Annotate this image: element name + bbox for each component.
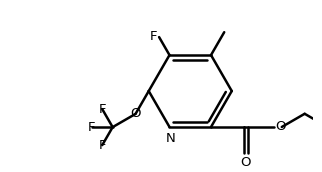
Text: O: O: [241, 156, 251, 169]
Text: F: F: [88, 121, 96, 134]
Text: F: F: [150, 30, 157, 43]
Text: O: O: [130, 107, 141, 120]
Text: N: N: [166, 132, 175, 145]
Text: O: O: [275, 121, 286, 133]
Text: F: F: [99, 139, 106, 152]
Text: F: F: [99, 103, 106, 116]
